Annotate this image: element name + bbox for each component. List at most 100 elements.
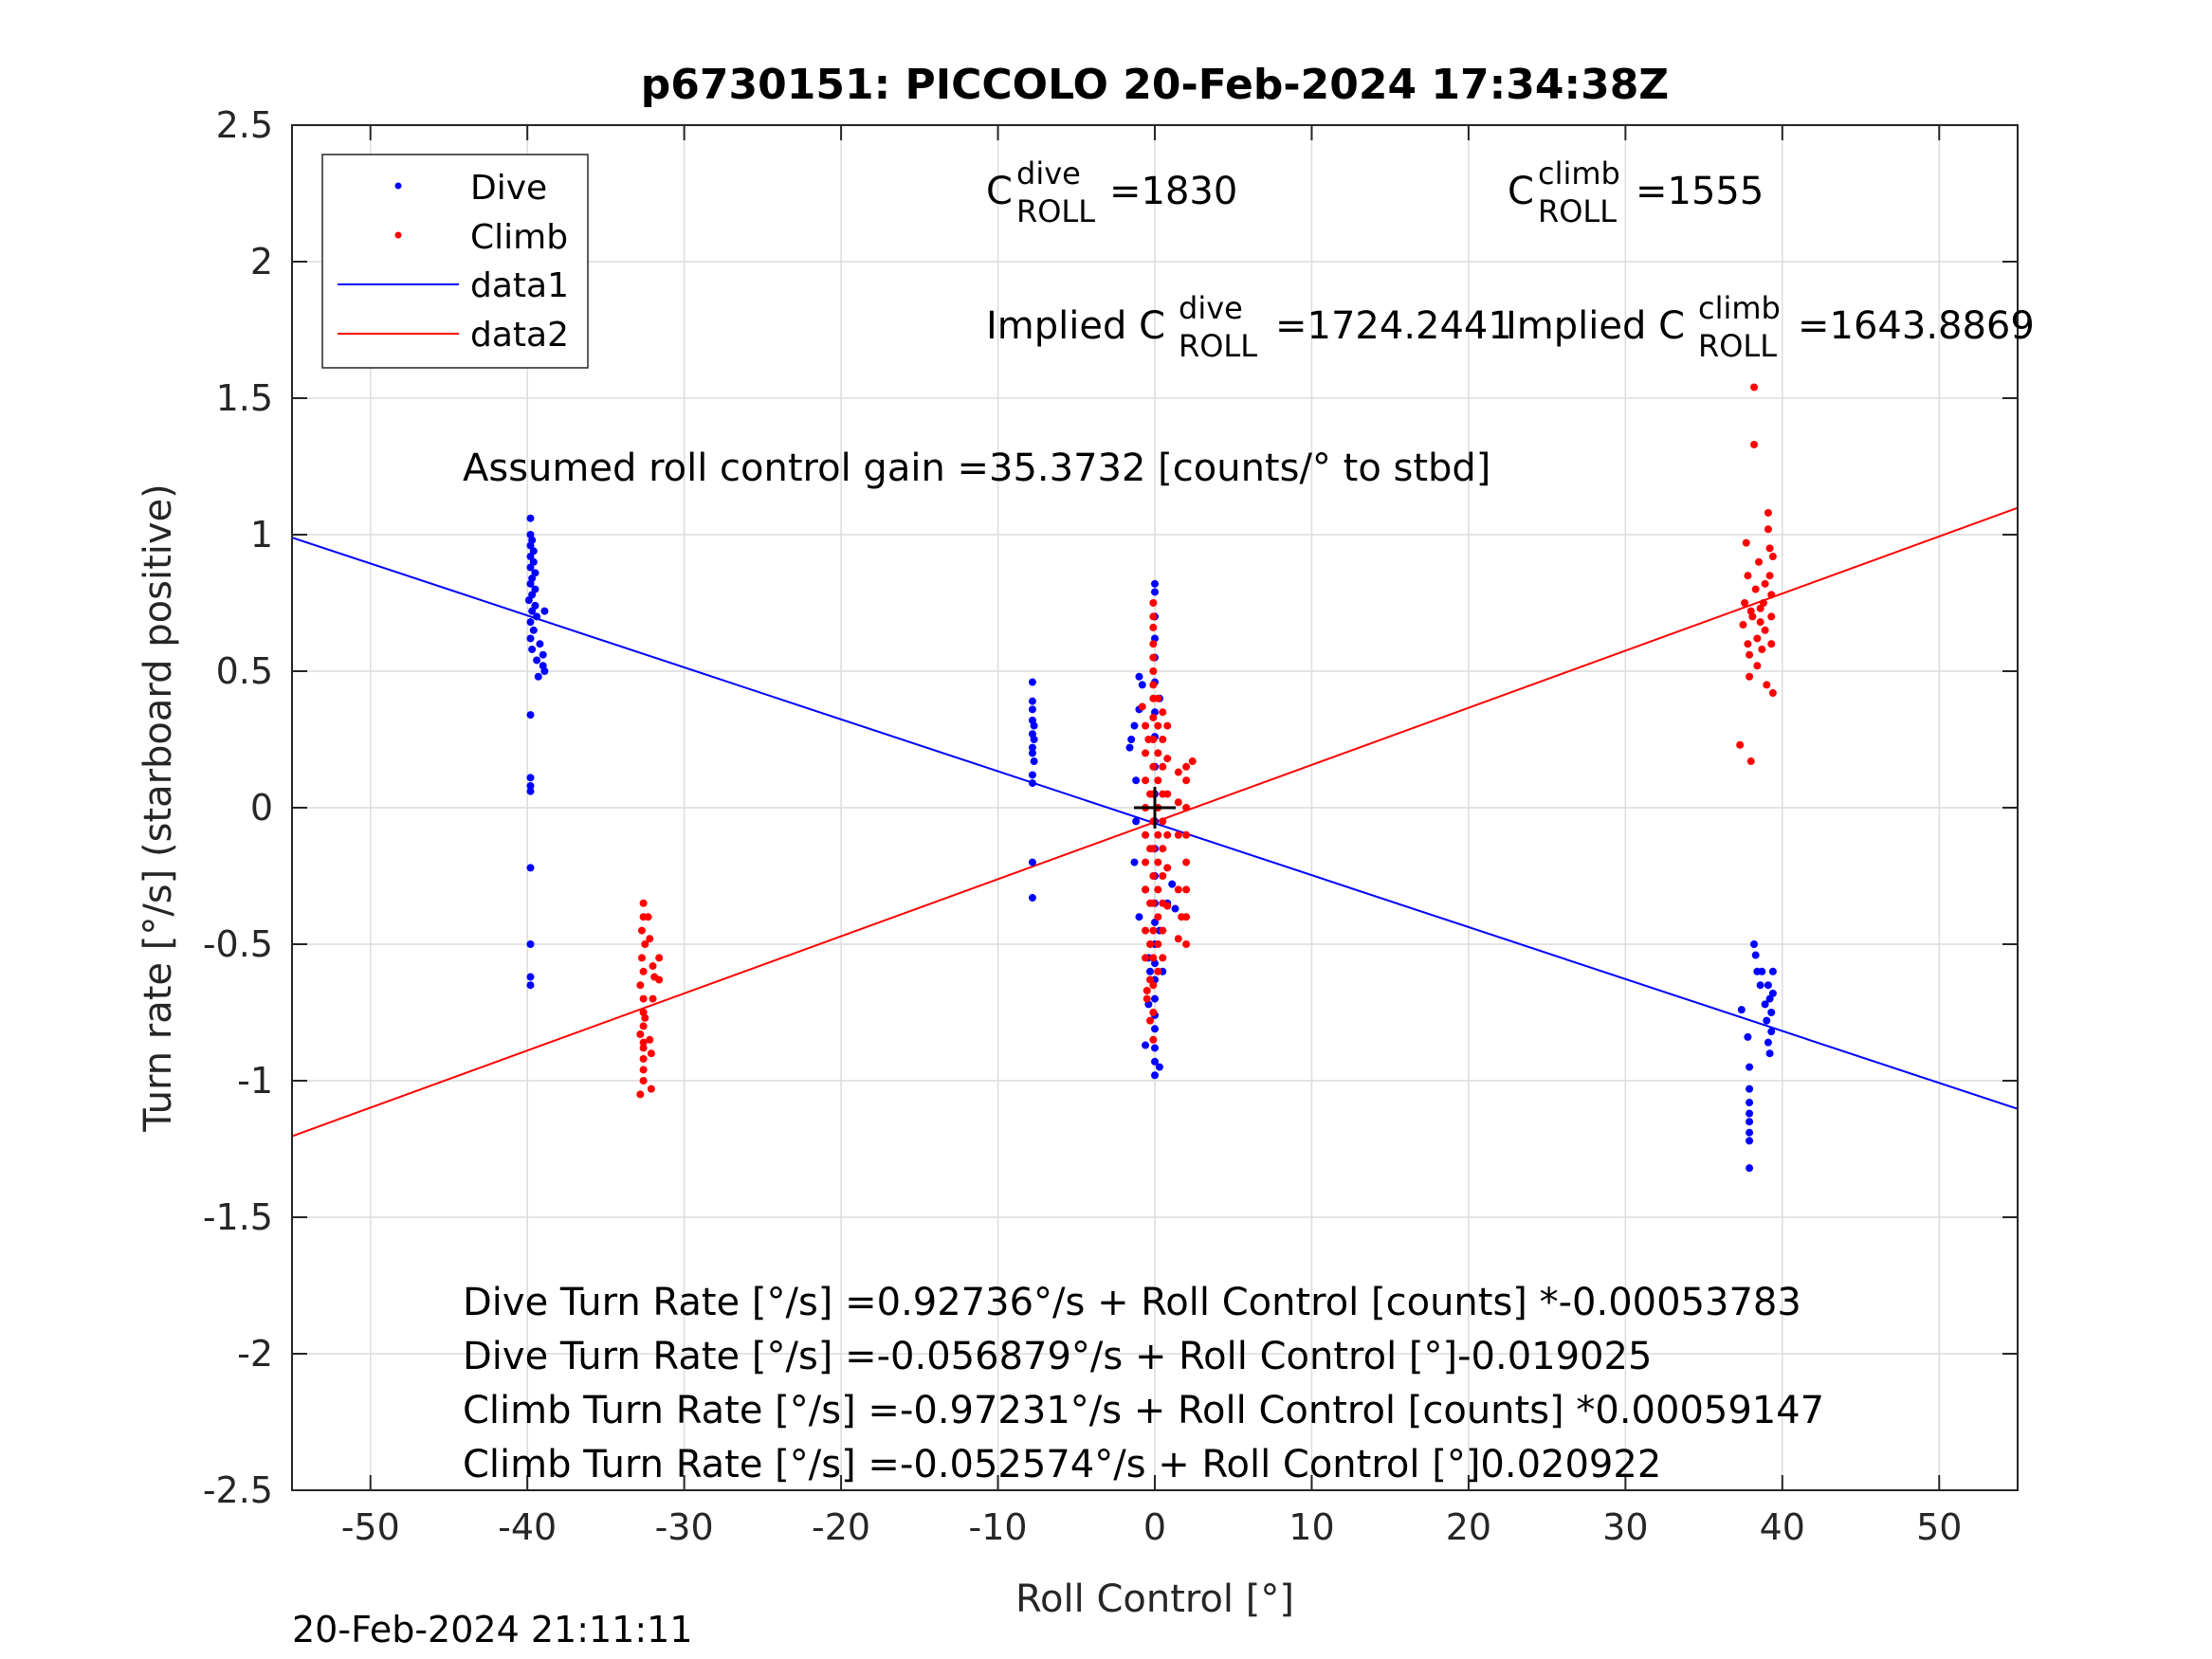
data-point [1163,830,1172,839]
data-point [639,1038,648,1047]
implied-climb-annotation: Implied C climb ROLL =1643.8869 [1506,290,2035,364]
data-point [1149,926,1158,935]
y-tick-label: 2.5 [216,104,273,146]
data-point [639,967,648,975]
data-point [1142,721,1150,730]
y-tick-label: -1 [237,1060,273,1102]
data-point [1163,790,1172,798]
data-point [1149,623,1158,631]
data-point [1763,681,1771,689]
data-point [1746,1128,1754,1137]
data-point [636,1030,645,1039]
data-point [1125,743,1134,752]
data-point [1759,599,1767,607]
data-point [1149,872,1158,880]
equation-climb-degrees: Climb Turn Rate [°/s] =-0.052574°/s + Ro… [463,1443,1661,1486]
data-point [1174,885,1182,894]
data-point [655,975,664,984]
data-point [639,994,648,1003]
data-point [1767,1028,1776,1036]
data-point [1028,894,1036,902]
chart-title: p6730151: PICCOLO 20-Feb-2024 17:34:38Z [641,61,1669,109]
data-point [646,1035,654,1044]
data-point [1750,940,1759,948]
data-point [1746,672,1754,681]
x-tick-label: -10 [969,1506,1028,1548]
data-point [1746,1164,1754,1173]
data-point [1744,640,1752,648]
implied-dive-sup: dive [1179,290,1243,326]
data-point [1142,830,1150,839]
data-point [1142,954,1150,962]
data-point [1151,1057,1159,1066]
data-point [1764,525,1772,534]
data-point [1155,1063,1163,1071]
data-point [528,645,537,653]
data-point [526,774,535,782]
data-point [526,711,535,720]
data-point [1159,708,1167,717]
data-point [646,935,654,943]
data-point [1151,994,1159,1003]
data-point [636,981,645,990]
data-point [1135,913,1143,921]
data-point [1751,951,1760,959]
data-point [526,514,535,522]
data-point [1154,749,1162,757]
legend-box [321,154,589,369]
c-climb-letter: C [1508,170,1534,213]
equation-dive-counts: Dive Turn Rate [°/s] =0.92736°/s + Roll … [463,1281,1801,1324]
y-tick-label: 0.5 [216,650,273,692]
data-point [639,1066,648,1074]
implied-climb-value: =1643.8869 [1798,304,2035,348]
c-climb-sup: climb [1538,155,1620,191]
data-point [1174,935,1182,943]
data-point [1171,904,1179,913]
data-point [1765,1049,1774,1058]
data-point [1756,981,1764,990]
data-point [1746,1099,1754,1107]
data-point [540,607,549,615]
data-point [1142,885,1150,894]
data-point [1163,902,1172,910]
data-point [1746,1118,1754,1126]
data-point [1149,681,1158,689]
legend: Dive Climb data1 data2 [321,154,589,369]
plot-area [292,383,2018,1173]
data-point [1130,721,1139,730]
data-point [1168,880,1177,888]
data-point [526,618,535,627]
data-point [1030,721,1038,730]
data-point [1030,736,1038,743]
data-point [1159,762,1167,771]
data-point [639,1077,648,1085]
data-point [1768,967,1777,975]
x-tick-label: 50 [1916,1506,1962,1548]
data-point [1182,762,1191,771]
data-point [1154,967,1162,975]
data-point [1028,858,1036,866]
data-point [641,1013,649,1022]
data-point [1763,1016,1771,1025]
data-point [649,962,657,971]
data-point [649,994,657,1003]
c-dive-sub: ROLL [1016,193,1095,229]
data-point [1761,579,1769,588]
data-point [1159,845,1167,853]
data-point [1764,508,1772,517]
data-point [1765,572,1774,580]
x-tick-label: 0 [1143,1506,1166,1548]
data-point [1736,740,1745,749]
x-tick-label: -30 [655,1506,714,1548]
x-tick-label: -50 [341,1506,400,1548]
data-point [1767,612,1776,621]
data-point [1028,743,1036,752]
data-point [1767,640,1776,648]
data-point [644,913,652,921]
data-point [1149,954,1158,962]
y-tick-label: 1.5 [216,377,273,419]
data-point [1151,1044,1159,1052]
data-point [1174,768,1182,776]
data-point [1746,1063,1754,1071]
data-point [1154,694,1162,702]
